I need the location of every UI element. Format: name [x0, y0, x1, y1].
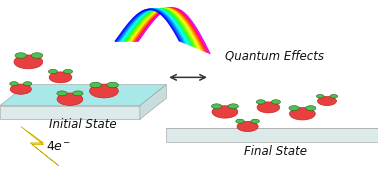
Text: Initial State: Initial State — [50, 118, 117, 131]
Circle shape — [14, 55, 43, 69]
Polygon shape — [0, 106, 140, 119]
Circle shape — [31, 53, 43, 58]
Circle shape — [212, 106, 238, 118]
Polygon shape — [166, 128, 378, 142]
Circle shape — [211, 104, 222, 109]
Circle shape — [23, 82, 32, 86]
Circle shape — [107, 82, 118, 88]
Circle shape — [316, 94, 324, 98]
Polygon shape — [0, 85, 166, 106]
Circle shape — [256, 100, 265, 104]
Circle shape — [290, 108, 315, 120]
Polygon shape — [140, 85, 166, 119]
Circle shape — [90, 82, 101, 88]
Text: Final State: Final State — [245, 145, 307, 158]
Circle shape — [64, 69, 73, 74]
Circle shape — [237, 121, 258, 132]
Circle shape — [48, 69, 57, 74]
Circle shape — [305, 106, 316, 111]
Circle shape — [251, 119, 259, 123]
Circle shape — [15, 53, 26, 58]
Circle shape — [10, 84, 31, 94]
Circle shape — [318, 96, 336, 106]
Circle shape — [49, 72, 72, 83]
Circle shape — [257, 102, 280, 113]
Circle shape — [57, 91, 67, 96]
Circle shape — [228, 104, 239, 109]
Circle shape — [10, 82, 18, 86]
Circle shape — [57, 93, 83, 105]
Circle shape — [271, 100, 280, 104]
Circle shape — [73, 91, 83, 96]
Text: Quantum Effects: Quantum Effects — [225, 49, 324, 62]
Circle shape — [289, 106, 299, 111]
Circle shape — [90, 84, 118, 98]
Circle shape — [330, 94, 338, 98]
Polygon shape — [21, 126, 59, 166]
Text: $4e^{-}$: $4e^{-}$ — [46, 140, 71, 153]
Circle shape — [236, 119, 244, 123]
